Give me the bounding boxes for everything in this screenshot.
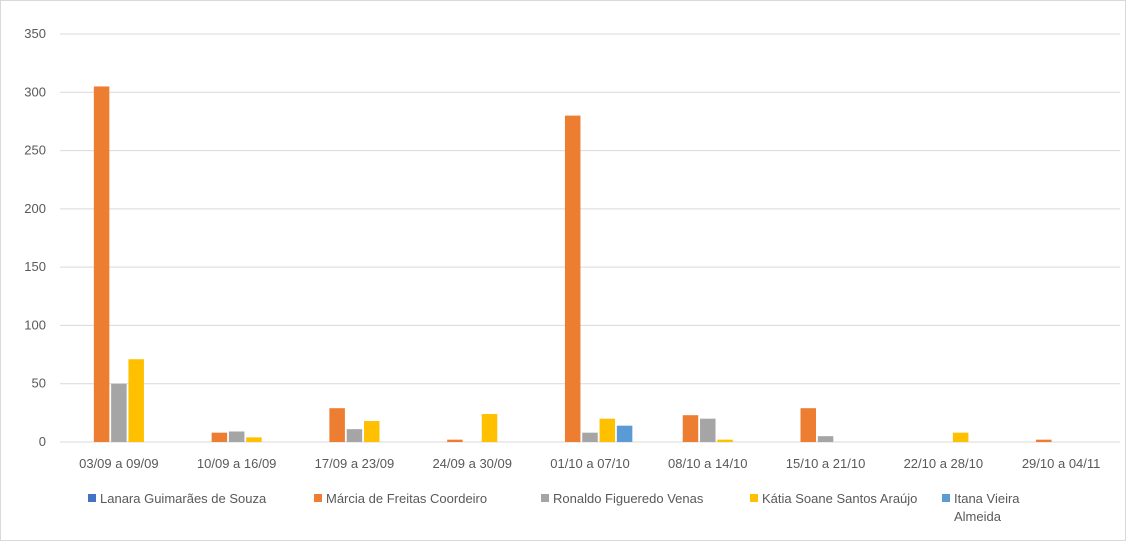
bar (363, 421, 380, 442)
bar (582, 432, 598, 442)
legend-label: Márcia de Freitas Coordeiro (326, 491, 487, 506)
x-tick-label: 10/09 a 16/09 (197, 456, 277, 471)
x-tick-label: 08/10 a 14/10 (668, 456, 748, 471)
legend-label: Itana Vieira Almeida (954, 491, 1020, 524)
legend-swatch (541, 494, 549, 502)
legend: Lanara Guimarães de Souza Márcia de Freit… (88, 491, 1020, 524)
x-tick-label: 01/10 a 07/10 (550, 456, 630, 471)
bar (700, 418, 716, 442)
x-tick-label: 29/10 a 04/11 (1022, 456, 1101, 471)
bar (228, 431, 245, 442)
y-tick-label: 200 (24, 201, 46, 216)
bar (1036, 439, 1052, 442)
y-tick-label: 0 (39, 434, 46, 449)
bar (952, 432, 969, 442)
bars (93, 86, 1052, 442)
bar (329, 408, 345, 442)
bar (817, 436, 834, 442)
y-tick-label: 250 (24, 143, 46, 158)
bar (616, 425, 633, 442)
bar (111, 383, 127, 442)
legend-swatch (314, 494, 322, 502)
bar (447, 439, 463, 442)
bar (346, 429, 363, 442)
y-tick-label: 300 (24, 84, 46, 99)
x-tick-label: 03/09 a 09/09 (79, 456, 159, 471)
legend-label: Ronaldo Figueredo Venas (553, 491, 704, 506)
legend-label: Lanara Guimarães de Souza (100, 491, 267, 506)
x-tick-label: 22/10 a 28/10 (904, 456, 984, 471)
x-tick-label: 17/09 a 23/09 (315, 456, 395, 471)
legend-swatch (942, 494, 950, 502)
legend-swatch (88, 494, 96, 502)
x-tick-label: 24/09 a 30/09 (432, 456, 512, 471)
y-tick-label: 150 (24, 259, 46, 274)
bar (128, 359, 144, 442)
y-axis-ticks: 0 50 100 150 200 250 300 350 (24, 26, 46, 449)
bar (682, 415, 699, 442)
y-tick-label: 100 (24, 317, 46, 332)
bar (211, 432, 228, 442)
bar (93, 86, 110, 442)
bar (599, 418, 616, 442)
legend-label: Kátia Soane Santos Araújo (762, 491, 917, 506)
bar (564, 115, 581, 442)
bar (717, 439, 733, 442)
x-tick-label: 15/10 a 21/10 (786, 456, 866, 471)
y-tick-label: 350 (24, 26, 46, 41)
y-tick-label: 50 (32, 376, 46, 391)
bar (481, 414, 498, 442)
legend-swatch (750, 494, 758, 502)
bar (246, 437, 262, 442)
x-axis-ticks: 03/09 a 09/09 10/09 a 16/09 17/09 a 23/09 2… (79, 456, 1100, 471)
bar (800, 408, 817, 442)
